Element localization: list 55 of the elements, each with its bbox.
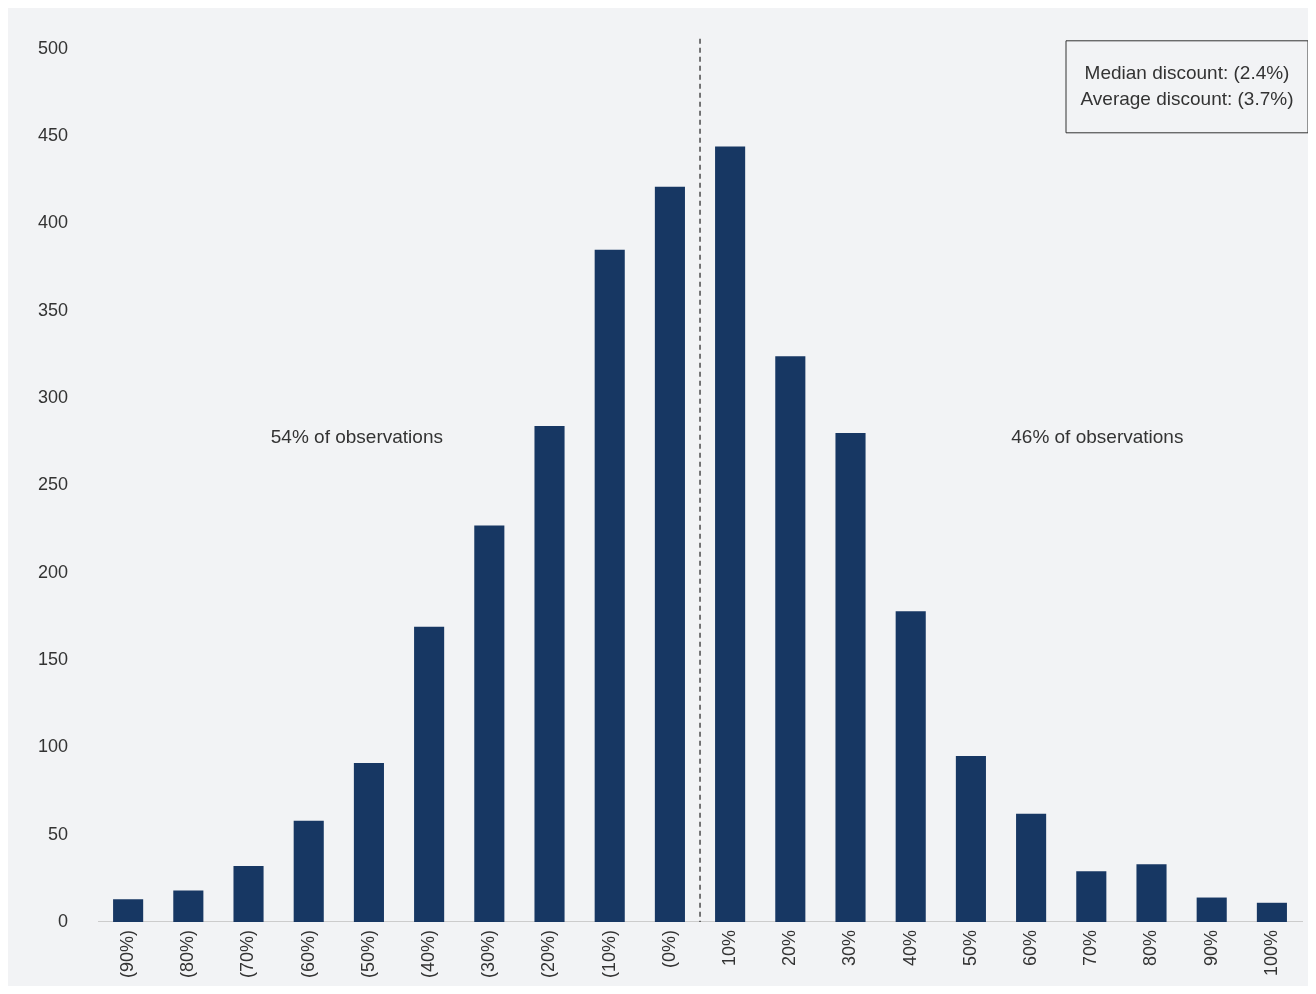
x-tick-label: (90%): [117, 929, 138, 978]
bar: [173, 890, 204, 922]
x-tick-label: 50%: [959, 929, 980, 967]
x-tick-label: 90%: [1200, 929, 1221, 967]
y-tick-label: 200: [37, 561, 69, 582]
bar: [715, 146, 746, 922]
bar: [353, 763, 384, 922]
bar: [293, 820, 324, 922]
y-tick-label: 250: [37, 474, 69, 495]
bar: [1136, 864, 1167, 922]
y-tick-label: 150: [37, 649, 69, 669]
x-tick-label: (10%): [598, 929, 619, 978]
annotation: Median discount: (2.4%): [1084, 62, 1290, 84]
x-tick-label: (30%): [478, 929, 499, 978]
x-tick-label: (50%): [357, 929, 378, 978]
x-tick-label: (60%): [297, 929, 318, 978]
x-tick-label: 30%: [839, 929, 860, 967]
bar: [1196, 897, 1227, 922]
y-tick-label: 300: [37, 387, 69, 408]
bar: [594, 249, 625, 922]
y-tick-label: 50: [48, 823, 69, 844]
bar: [775, 356, 806, 922]
x-tick-label: (0%): [658, 929, 679, 968]
x-tick-label: 80%: [1140, 929, 1161, 967]
x-tick-label: 10%: [719, 929, 740, 967]
bar: [654, 186, 685, 922]
x-tick-label: (20%): [538, 929, 559, 978]
y-tick-label: 350: [37, 299, 69, 320]
bar: [895, 611, 926, 922]
y-tick-label: 400: [37, 212, 69, 233]
x-tick-label: (40%): [418, 929, 439, 978]
bar: [1016, 813, 1047, 922]
x-tick-label: 70%: [1080, 929, 1101, 967]
annotation: Average discount: (3.7%): [1080, 88, 1294, 110]
bar: [113, 899, 144, 922]
x-tick-label: (80%): [177, 929, 198, 978]
y-tick-label: 0: [58, 910, 69, 931]
x-tick-label: (70%): [237, 929, 258, 978]
x-tick-label: 20%: [779, 929, 800, 967]
x-tick-label: 60%: [1020, 929, 1041, 967]
y-tick-label: 500: [37, 37, 69, 58]
x-tick-label: 100%: [1260, 929, 1281, 977]
bar: [474, 525, 505, 922]
annotation: 46% of observations: [1011, 425, 1184, 447]
bar: [955, 756, 986, 922]
y-tick-label: 100: [37, 736, 69, 757]
bar: [414, 626, 445, 922]
bar: [1256, 902, 1287, 922]
annotation: 54% of observations: [270, 425, 443, 447]
bar: [1076, 871, 1107, 922]
x-tick-label: 40%: [899, 929, 920, 967]
bar: [835, 433, 866, 922]
bar: [534, 426, 565, 922]
y-tick-label: 450: [37, 125, 69, 146]
bar: [233, 866, 264, 922]
